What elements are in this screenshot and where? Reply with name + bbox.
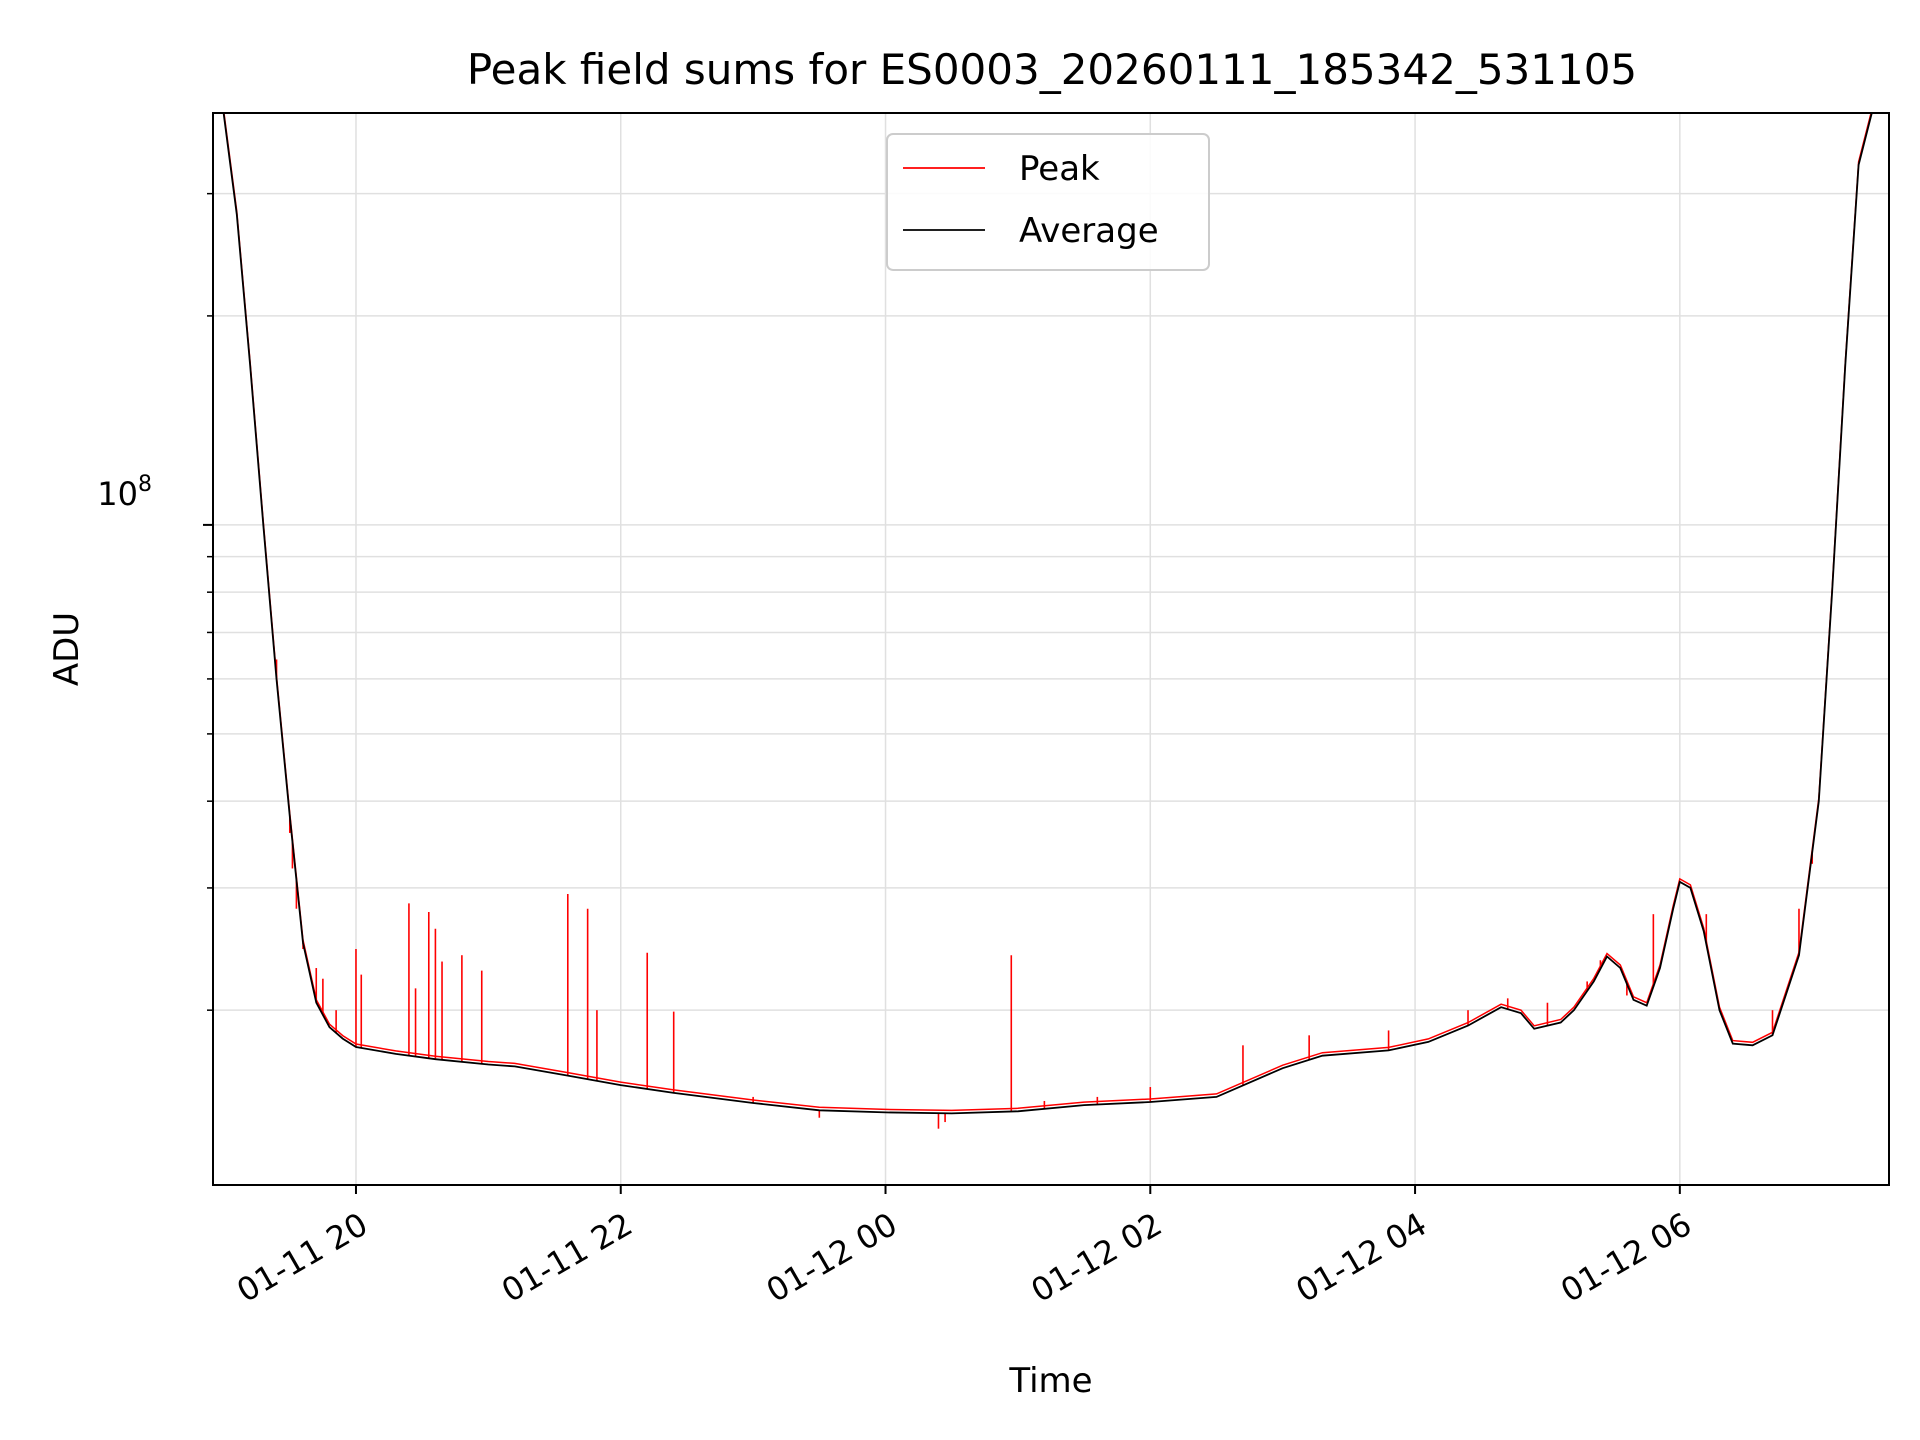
y-tick-exponent: 8: [138, 472, 152, 497]
chart: Peak field sums for ES0003_20260111_1853…: [0, 0, 1920, 1440]
x-axis-label: Time: [1008, 1361, 1092, 1401]
legend: Peak Average: [887, 134, 1209, 270]
chart-title: Peak field sums for ES0003_20260111_1853…: [467, 45, 1637, 94]
y-axis-label: ADU: [47, 612, 87, 686]
legend-peak-label: Peak: [1019, 149, 1100, 189]
legend-average-label: Average: [1019, 211, 1159, 251]
y-tick-base: 10: [97, 475, 138, 513]
